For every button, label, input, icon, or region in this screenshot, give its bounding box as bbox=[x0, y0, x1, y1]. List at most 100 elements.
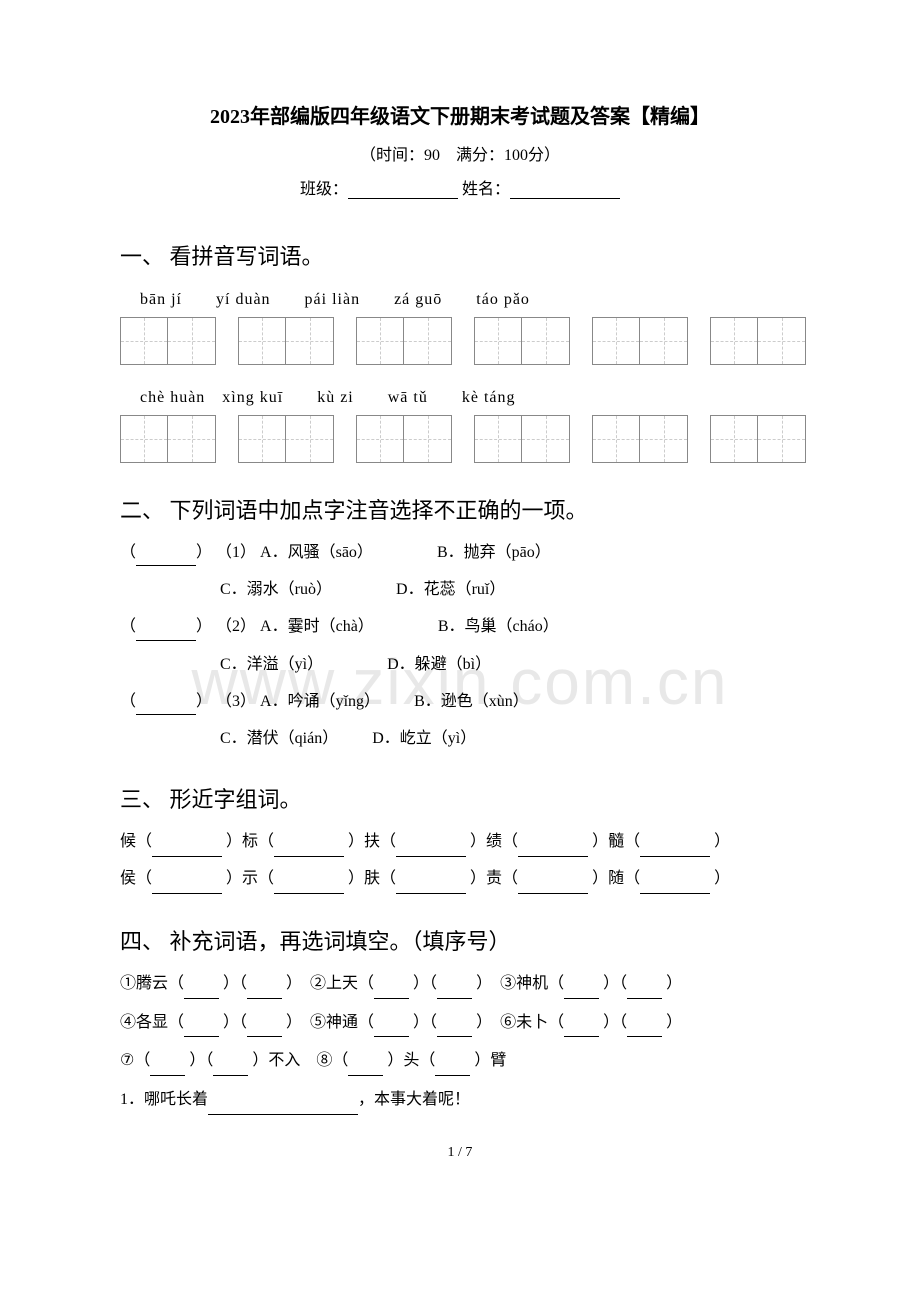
s4-text: ） bbox=[666, 1014, 682, 1031]
s4-blank bbox=[150, 1060, 185, 1076]
char-box bbox=[710, 317, 758, 365]
s4-blank bbox=[348, 1060, 383, 1076]
s4-q1-suffix: ，本事大着呢！ bbox=[358, 1091, 470, 1108]
s3-text: ） bbox=[714, 833, 730, 850]
opt-d: D．屹立（yì） bbox=[372, 730, 476, 747]
s4-text: ）臂 bbox=[474, 1052, 506, 1069]
s4-blank bbox=[184, 983, 219, 999]
opt-a: A．风骚（sāo） bbox=[260, 544, 373, 561]
char-box bbox=[474, 415, 522, 463]
answer-blank bbox=[136, 550, 196, 566]
s4-text: ）（ bbox=[223, 975, 247, 992]
q-prefix: （2） bbox=[216, 618, 256, 635]
s4-text: ）（ bbox=[413, 975, 437, 992]
char-box bbox=[710, 415, 758, 463]
opt-c: C．洋溢（yì） bbox=[220, 656, 323, 673]
s3-text: ）标（ bbox=[226, 833, 274, 850]
s3-blank bbox=[640, 841, 710, 857]
s4-text: ）不入 ⑧（ bbox=[252, 1052, 348, 1069]
char-box bbox=[404, 415, 452, 463]
char-box bbox=[592, 415, 640, 463]
s4-row-1: ①腾云（ ）（ ） ②上天（ ）（ ） ③神机（ ）（ ） bbox=[120, 970, 800, 999]
q-prefix: （1） bbox=[216, 544, 256, 561]
s4-blank bbox=[247, 983, 282, 999]
pinyin-row-2: chè huàn xìng kuī kù zi wā tǔ kè táng bbox=[140, 383, 800, 407]
s3-text: ）示（ bbox=[226, 870, 274, 887]
q2-item-1-line-2: C．溺水（ruò） D．花蕊（ruǐ） bbox=[220, 576, 800, 603]
q2-item-3-line-1: （） （3） A．吟诵（yǐng） B．逊色（xùn） bbox=[120, 688, 800, 715]
opt-b: B．抛弃（pāo） bbox=[437, 544, 551, 561]
s3-text: ）责（ bbox=[470, 870, 518, 887]
s4-blank bbox=[564, 983, 599, 999]
s3-row-2: 侯（ ）示（ ）肤（ ）责（ ）随（ ） bbox=[120, 865, 800, 894]
opt-d: D．躲避（bì） bbox=[387, 656, 491, 673]
char-box bbox=[474, 317, 522, 365]
s4-blank bbox=[374, 1021, 409, 1037]
opt-b: B．鸟巢（cháo） bbox=[438, 618, 559, 635]
char-box bbox=[356, 317, 404, 365]
s3-blank bbox=[152, 878, 222, 894]
s3-row-1: 候（ ）标（ ）扶（ ）绩（ ）髓（ ） bbox=[120, 828, 800, 857]
char-box bbox=[522, 317, 570, 365]
s3-blank bbox=[518, 878, 588, 894]
char-box bbox=[640, 415, 688, 463]
opt-c: C．潜伏（qián） bbox=[220, 730, 338, 747]
page-title: 2023年部编版四年级语文下册期末考试题及答案【精编】 bbox=[120, 100, 800, 129]
s4-text: ） bbox=[666, 975, 682, 992]
s3-blank bbox=[274, 878, 344, 894]
s4-blank bbox=[374, 983, 409, 999]
s4-blank bbox=[213, 1060, 248, 1076]
s4-text: ）（ bbox=[413, 1014, 437, 1031]
pinyin-row-1: bān jí yí duàn pái liàn zá guō táo pǎo bbox=[140, 285, 800, 309]
char-box-row-1 bbox=[120, 317, 800, 365]
s4-blank bbox=[435, 1060, 470, 1076]
s4-text: ） ②上天（ bbox=[286, 975, 374, 992]
char-box bbox=[120, 317, 168, 365]
s3-blank bbox=[152, 841, 222, 857]
answer-blank bbox=[136, 625, 196, 641]
section-3-heading: 三、 形近字组词。 bbox=[120, 782, 800, 814]
char-box bbox=[238, 415, 286, 463]
s4-text: ） ⑤神通（ bbox=[286, 1014, 374, 1031]
char-box bbox=[286, 317, 334, 365]
s4-row-3: ⑦（ ）（ ）不入 ⑧（ ）头（ ）臂 bbox=[120, 1047, 800, 1076]
s4-text: ）（ bbox=[603, 975, 627, 992]
s3-text: ）绩（ bbox=[470, 833, 518, 850]
char-box-row-2 bbox=[120, 415, 800, 463]
s3-blank bbox=[518, 841, 588, 857]
q2-item-2-line-2: C．洋溢（yì） D．躲避（bì） bbox=[220, 651, 800, 678]
s4-blank bbox=[627, 1021, 662, 1037]
s4-text: ①腾云（ bbox=[120, 975, 184, 992]
s4-text: ⑦（ bbox=[120, 1052, 150, 1069]
q-prefix: （3） bbox=[216, 693, 256, 710]
s3-text: 候（ bbox=[120, 833, 152, 850]
s4-text: ） ⑥未卜（ bbox=[476, 1014, 564, 1031]
s3-blank bbox=[396, 878, 466, 894]
s3-text: 侯（ bbox=[120, 870, 152, 887]
s4-blank bbox=[437, 1021, 472, 1037]
class-label: 班级： bbox=[300, 181, 348, 198]
s3-blank bbox=[640, 878, 710, 894]
s3-text: ）扶（ bbox=[348, 833, 396, 850]
char-box bbox=[404, 317, 452, 365]
page-subtitle: （时间：90 满分：100分） bbox=[120, 141, 800, 165]
char-box bbox=[120, 415, 168, 463]
s4-text: ）头（ bbox=[387, 1052, 435, 1069]
s4-text: ）（ bbox=[189, 1052, 213, 1069]
s4-blank bbox=[437, 983, 472, 999]
page-number: 1 / 7 bbox=[120, 1145, 800, 1161]
s4-blank bbox=[247, 1021, 282, 1037]
section-4-heading: 四、 补充词语，再选词填空。（填序号） bbox=[120, 924, 800, 956]
answer-blank bbox=[136, 699, 196, 715]
char-box bbox=[640, 317, 688, 365]
s3-text: ）随（ bbox=[592, 870, 640, 887]
s4-q1: 1．哪吒长着，本事大着呢！ bbox=[120, 1086, 800, 1115]
opt-d: D．花蕊（ruǐ） bbox=[396, 581, 505, 598]
q2-item-1-line-1: （） （1） A．风骚（sāo） B．抛弃（pāo） bbox=[120, 539, 800, 566]
opt-b: B．逊色（xùn） bbox=[414, 693, 529, 710]
char-box bbox=[758, 317, 806, 365]
section-1-heading: 一、 看拼音写词语。 bbox=[120, 239, 800, 271]
char-box bbox=[592, 317, 640, 365]
opt-a: A．霎时（chà） bbox=[260, 618, 374, 635]
char-box bbox=[238, 317, 286, 365]
